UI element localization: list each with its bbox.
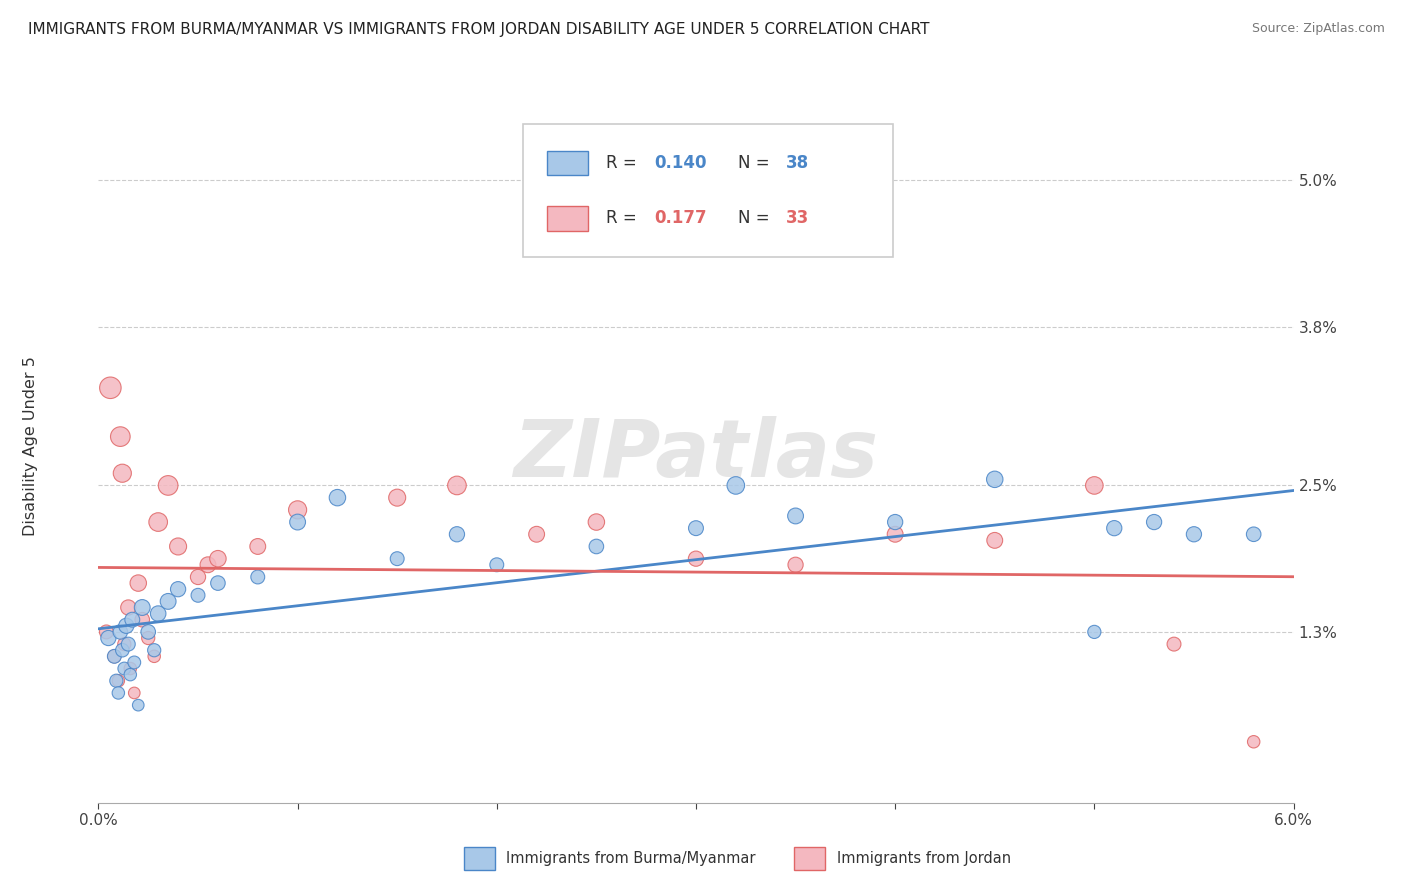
Point	[117, 637, 139, 651]
Point	[207, 551, 229, 566]
Point	[785, 508, 807, 523]
Point	[246, 570, 269, 584]
Point	[157, 478, 180, 492]
Point	[117, 600, 139, 615]
Point	[127, 698, 149, 713]
Point	[884, 527, 907, 541]
Point	[131, 600, 153, 615]
Point	[1243, 735, 1265, 749]
Point	[124, 686, 146, 700]
Point	[136, 631, 159, 645]
Point	[685, 521, 707, 535]
Text: Disability Age Under 5: Disability Age Under 5	[24, 356, 38, 536]
Point	[112, 637, 135, 651]
Point	[585, 540, 607, 554]
Text: ZIPatlas: ZIPatlas	[513, 416, 879, 494]
Point	[157, 594, 180, 608]
Text: N =: N =	[738, 153, 775, 171]
Point	[1083, 478, 1105, 492]
Point	[127, 576, 149, 591]
Point	[111, 643, 134, 657]
Text: 38: 38	[786, 153, 808, 171]
Point	[105, 673, 128, 688]
Point	[187, 588, 209, 602]
Text: N =: N =	[738, 210, 775, 227]
Text: 0.177: 0.177	[654, 210, 707, 227]
Point	[485, 558, 508, 572]
Text: R =: R =	[606, 153, 643, 171]
Text: Source: ZipAtlas.com: Source: ZipAtlas.com	[1251, 22, 1385, 36]
FancyBboxPatch shape	[547, 206, 589, 230]
Point	[167, 582, 190, 597]
Point	[120, 667, 142, 681]
Point	[115, 619, 138, 633]
Point	[148, 515, 170, 529]
Point	[246, 540, 269, 554]
Text: 0.140: 0.140	[654, 153, 707, 171]
Point	[685, 551, 707, 566]
Point	[143, 643, 166, 657]
Point	[287, 515, 309, 529]
Point	[120, 661, 142, 675]
Point	[121, 613, 143, 627]
FancyBboxPatch shape	[523, 124, 893, 257]
Point	[107, 686, 129, 700]
Point	[97, 631, 120, 645]
Point	[1083, 624, 1105, 639]
Point	[124, 656, 146, 670]
Point	[136, 624, 159, 639]
Point	[111, 467, 134, 481]
Point	[197, 558, 219, 572]
Point	[96, 624, 118, 639]
Point	[287, 503, 309, 517]
Point	[446, 527, 468, 541]
Point	[1163, 637, 1185, 651]
Point	[585, 515, 607, 529]
Point	[385, 491, 409, 505]
FancyBboxPatch shape	[547, 151, 589, 175]
Text: IMMIGRANTS FROM BURMA/MYANMAR VS IMMIGRANTS FROM JORDAN DISABILITY AGE UNDER 5 C: IMMIGRANTS FROM BURMA/MYANMAR VS IMMIGRA…	[28, 22, 929, 37]
Text: Immigrants from Burma/Myanmar: Immigrants from Burma/Myanmar	[506, 852, 755, 866]
Point	[148, 607, 170, 621]
Text: R =: R =	[606, 210, 643, 227]
Point	[1182, 527, 1205, 541]
Point	[143, 649, 166, 664]
Point	[107, 673, 129, 688]
Text: Immigrants from Jordan: Immigrants from Jordan	[837, 852, 1011, 866]
Point	[326, 491, 349, 505]
Point	[1143, 515, 1166, 529]
Point	[207, 576, 229, 591]
Point	[785, 558, 807, 572]
Point	[110, 429, 132, 443]
Point	[1102, 521, 1125, 535]
Point	[103, 649, 125, 664]
Point	[724, 478, 747, 492]
Point	[110, 624, 132, 639]
Point	[446, 478, 468, 492]
Point	[385, 551, 409, 566]
Point	[103, 649, 125, 664]
Point	[983, 533, 1005, 548]
Point	[112, 661, 135, 675]
Point	[187, 570, 209, 584]
Point	[167, 540, 190, 554]
Point	[131, 613, 153, 627]
Point	[526, 527, 548, 541]
Point	[983, 472, 1005, 486]
Text: 33: 33	[786, 210, 808, 227]
Point	[98, 381, 122, 395]
Point	[884, 515, 907, 529]
Point	[1243, 527, 1265, 541]
